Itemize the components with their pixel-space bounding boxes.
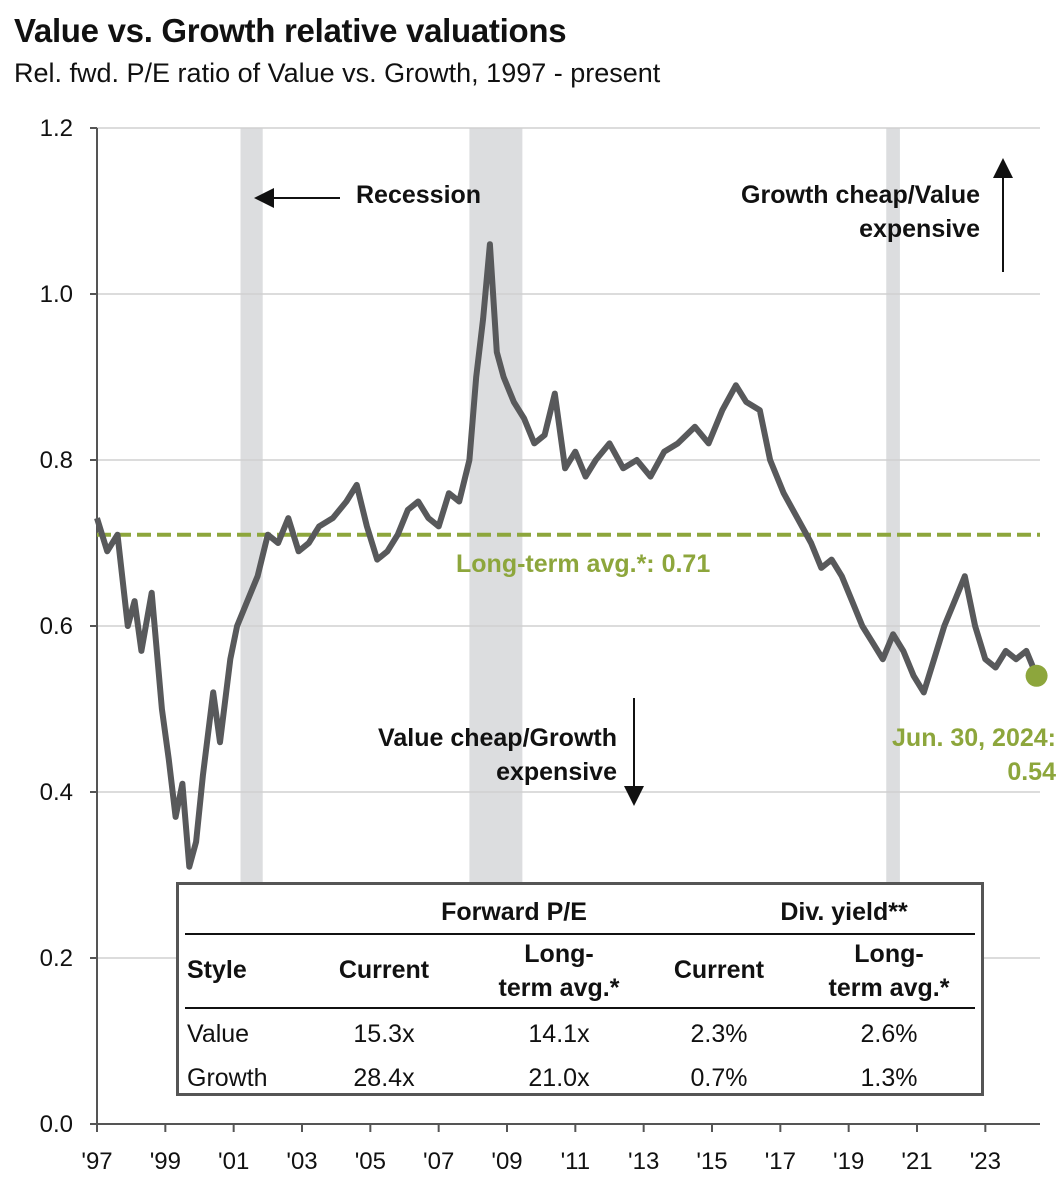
table-row-value-dy-avg: 2.6%: [860, 1020, 918, 1048]
table-col-dy-lt-line2: term avg.*: [828, 974, 950, 1002]
y-tick-label-4: 0.8: [40, 447, 73, 474]
growth-cheap-label-line2: expensive: [859, 215, 980, 243]
table-row-growth-dy-current: 0.7%: [690, 1064, 748, 1092]
latest-value-label-line1: Jun. 30, 2024:: [892, 724, 1056, 752]
x-axis-ticks: '97 '99 '01 '03 '05 '07 '09 '11 '13 '15 '17 '19 '21 '…: [81, 1124, 1001, 1175]
x-tick-label-5: '07: [423, 1148, 454, 1175]
y-tick-label-6: 1.2: [40, 115, 73, 142]
latest-value-label-line2: 0.54: [1007, 758, 1056, 786]
table-col-pe-current: Current: [338, 956, 430, 984]
table-col-pe-lt-line1: Long-: [524, 940, 594, 968]
x-tick-label-4: '05: [355, 1148, 386, 1175]
y-axis-ticks: 0.0 0.2 0.4 0.6 0.8 1.0 1.2: [40, 115, 97, 1138]
table-header-rule-top: [185, 933, 975, 935]
table-col-style: Style: [187, 956, 247, 984]
y-tick-label-3: 0.6: [40, 613, 73, 640]
value-cheap-label-line2: expensive: [496, 758, 617, 786]
y-tick-label-0: 0.0: [40, 1111, 73, 1138]
x-tick-label-2: '01: [218, 1148, 249, 1175]
x-tick-label-1: '99: [150, 1148, 181, 1175]
y-tick-label-1: 0.2: [40, 945, 73, 972]
chart-subtitle: Rel. fwd. P/E ratio of Value vs. Growth,…: [14, 58, 661, 88]
table-col-pe-lt-line2: term avg.*: [498, 974, 620, 1002]
x-tick-label-11: '19: [833, 1148, 864, 1175]
latest-value-marker: [1025, 664, 1048, 687]
table-header-rule-bottom: [185, 1007, 975, 1009]
table-row-growth-pe-avg: 21.0x: [528, 1064, 590, 1092]
y-tick-label-5: 1.0: [40, 281, 73, 308]
x-tick-label-12: '21: [901, 1148, 932, 1175]
y-tick-label-2: 0.4: [40, 779, 73, 806]
recession-band-0: [240, 128, 263, 886]
table-row-growth-pe-current: 28.4x: [353, 1064, 415, 1092]
x-tick-label-9: '15: [696, 1148, 727, 1175]
x-tick-label-0: '97: [81, 1148, 112, 1175]
x-tick-label-3: '03: [286, 1148, 317, 1175]
table-col-dy-lt-line1: Long-: [854, 940, 924, 968]
table-group-forward-pe: Forward P/E: [441, 898, 587, 926]
recession-label: Recession: [356, 181, 481, 209]
x-tick-label-10: '17: [765, 1148, 796, 1175]
table-col-dy-current: Current: [673, 956, 765, 984]
table-row-value-style: Value: [187, 1020, 250, 1048]
table-row-value-pe-current: 15.3x: [353, 1020, 415, 1048]
x-tick-label-6: '09: [491, 1148, 522, 1175]
table-row-growth-dy-avg: 1.3%: [860, 1064, 918, 1092]
x-tick-label-8: '13: [628, 1148, 659, 1175]
table-row-value-pe-avg: 14.1x: [528, 1020, 590, 1048]
table-row-value-dy-current: 2.3%: [690, 1020, 748, 1048]
relative-pe-series-line: [94, 241, 1040, 870]
recession-band-1: [469, 128, 523, 886]
x-tick-label-13: '23: [970, 1148, 1001, 1175]
valuation-table: Forward P/E Div. yield** Style Current L…: [176, 882, 984, 1096]
table-group-div-yield: Div. yield**: [780, 898, 908, 926]
growth-cheap-label-line1: Growth cheap/Value: [741, 181, 980, 209]
value-cheap-label-line1: Value cheap/Growth: [378, 724, 617, 752]
long-term-average-label: Long-term avg.*: 0.71: [456, 550, 710, 578]
x-tick-label-7: '11: [561, 1148, 591, 1175]
table-row-growth-style: Growth: [187, 1064, 268, 1092]
recession-bands: [240, 128, 900, 886]
recession-band-2: [886, 128, 900, 886]
chart-title: Value vs. Growth relative valuations: [14, 12, 567, 49]
